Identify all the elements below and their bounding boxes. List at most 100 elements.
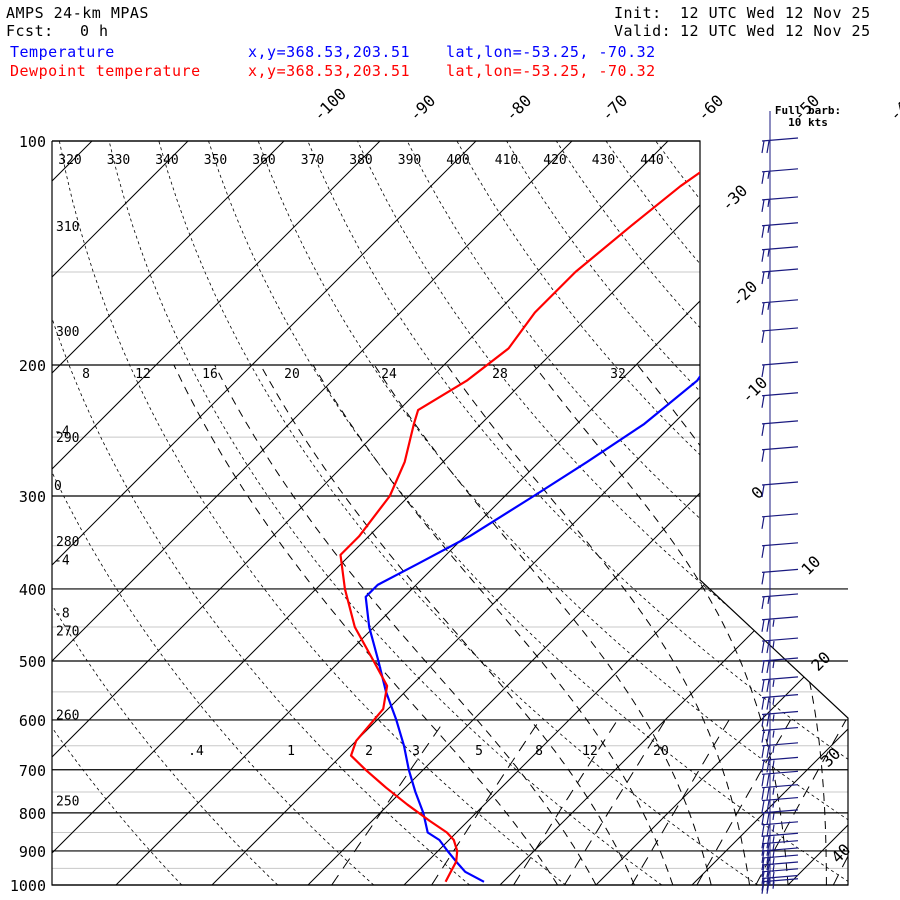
- isotherm: [52, 141, 573, 885]
- wind-barb: [761, 481, 799, 498]
- pressure-tick-label: 500: [19, 653, 46, 671]
- mixing-ratio-label: 8: [82, 367, 90, 382]
- isotherm: [52, 141, 189, 885]
- theta-label: 410: [495, 153, 518, 168]
- background-lines: [52, 141, 848, 885]
- wind-barb: [761, 878, 799, 894]
- legend-temperature-name: Temperature: [10, 43, 115, 61]
- dry-adiabat: [406, 141, 848, 885]
- theta-label: 420: [543, 153, 566, 168]
- mixing-ratio-line: [513, 719, 618, 885]
- wind-barb: [761, 168, 799, 184]
- mixing-ratio-label: 1: [287, 744, 295, 759]
- mixing-ratio-label: 16: [202, 367, 218, 382]
- wind-barb: [761, 616, 799, 632]
- dry-adiabat: [52, 141, 471, 885]
- moist-adiabat: [446, 364, 751, 885]
- mixing-ratio-line: [564, 719, 667, 885]
- legend-dewpoint-xy: x,y=368.53,203.51: [248, 62, 411, 80]
- wind-barb: [761, 796, 799, 813]
- dry-adiabat: [108, 141, 663, 885]
- plot-frame: [51, 140, 849, 886]
- theta-left-label: 300: [56, 325, 79, 340]
- isotherm-label: -70: [597, 91, 631, 125]
- isotherm-label: -40: [885, 91, 900, 125]
- moist-adiabat-label: 0: [54, 479, 62, 494]
- wind-barb: [761, 299, 799, 315]
- pressure-tick-label: 800: [19, 805, 46, 823]
- dry-adiabat: [605, 141, 848, 885]
- theta-label: 360: [252, 153, 275, 168]
- theta-left-label: 290: [56, 431, 79, 446]
- sounding-profiles: [339, 141, 848, 883]
- isotherm-label: -90: [405, 91, 439, 125]
- wind-barb: [761, 361, 799, 378]
- isotherm: [115, 141, 848, 885]
- isotherm: [595, 141, 848, 885]
- isotherm: [52, 141, 285, 885]
- wind-barb: [761, 542, 799, 558]
- legend-temperature-latlon: lat,lon=-53.25, -70.32: [446, 43, 656, 61]
- legend-dewpoint-name: Dewpoint temperature: [10, 62, 201, 80]
- legend-temperature-xy: x,y=368.53,203.51: [248, 43, 411, 61]
- theta-left-label: 310: [56, 220, 79, 235]
- theta-left-label: 280: [56, 535, 79, 550]
- moist-adiabat: [312, 364, 674, 885]
- isotherm-label: -10: [737, 373, 771, 407]
- dry-adiabat: [456, 141, 848, 885]
- wind-barb: [761, 513, 799, 529]
- pressure-tick-label: 300: [19, 488, 46, 506]
- wind-barb: [761, 676, 799, 692]
- pressure-tick-label: 400: [19, 581, 46, 599]
- isotherm: [52, 141, 765, 885]
- mixing-ratio-label: 5: [475, 744, 483, 759]
- valid-label: Valid:: [614, 22, 672, 40]
- mixing-ratio-line: [331, 719, 446, 885]
- wind-barb: [761, 742, 799, 758]
- mixing-ratio-label: 8: [535, 744, 543, 759]
- wind-barb: [761, 593, 799, 610]
- wind-barb: [761, 832, 799, 849]
- mixing-ratio-label: 12: [582, 744, 598, 759]
- isotherm: [787, 141, 848, 885]
- mixing-ratio-label: 3: [412, 744, 420, 759]
- wind-barb: [761, 637, 799, 654]
- mixing-ratio-label: 12: [135, 367, 151, 382]
- moist-adiabat-label: -4: [54, 425, 70, 440]
- isotherm: [499, 141, 848, 885]
- pressure-tick-label: 700: [19, 762, 46, 780]
- wind-barb: [761, 821, 799, 837]
- moist-adiabat: [533, 364, 789, 885]
- profile-dewpoint-temperature: [339, 141, 746, 883]
- wind-barb: [761, 222, 799, 238]
- pressure-tick-label: 600: [19, 712, 46, 730]
- isotherm-label: -80: [501, 91, 535, 125]
- mixing-ratio-label: 32: [610, 367, 626, 382]
- moist-adiabat: [214, 364, 597, 885]
- isotherm-label: -60: [693, 91, 727, 125]
- dry-adiabat: [158, 141, 759, 885]
- isotherm: [307, 141, 848, 885]
- dry-adiabat: [506, 141, 848, 885]
- moist-adiabat-label: -8: [54, 606, 70, 621]
- wind-barb: [761, 726, 799, 743]
- isotherm-label: -30: [717, 181, 751, 215]
- forecast-label: Fcst:: [6, 22, 54, 40]
- wind-barb: [761, 770, 799, 787]
- isotherm: [52, 141, 669, 885]
- theta-label: 440: [640, 153, 663, 168]
- wind-barb: [761, 392, 799, 408]
- isotherm-label: 10: [797, 552, 824, 579]
- wind-barb: [761, 137, 799, 154]
- mixing-ratio-label: 20: [284, 367, 300, 382]
- mixing-ratio-line: [832, 719, 848, 885]
- wind-barb: [761, 657, 799, 674]
- wind-barb: [761, 756, 799, 773]
- legend-dewpoint-latlon: lat,lon=-53.25, -70.32: [446, 62, 656, 80]
- theta-label: 400: [446, 153, 469, 168]
- forecast-value: 0 h: [80, 22, 109, 40]
- mixing-ratio-label: 20: [653, 744, 669, 759]
- isotherm-label: 0: [747, 483, 767, 503]
- mixing-ratio-label: .4: [188, 744, 204, 759]
- dry-adiabat: [804, 141, 848, 885]
